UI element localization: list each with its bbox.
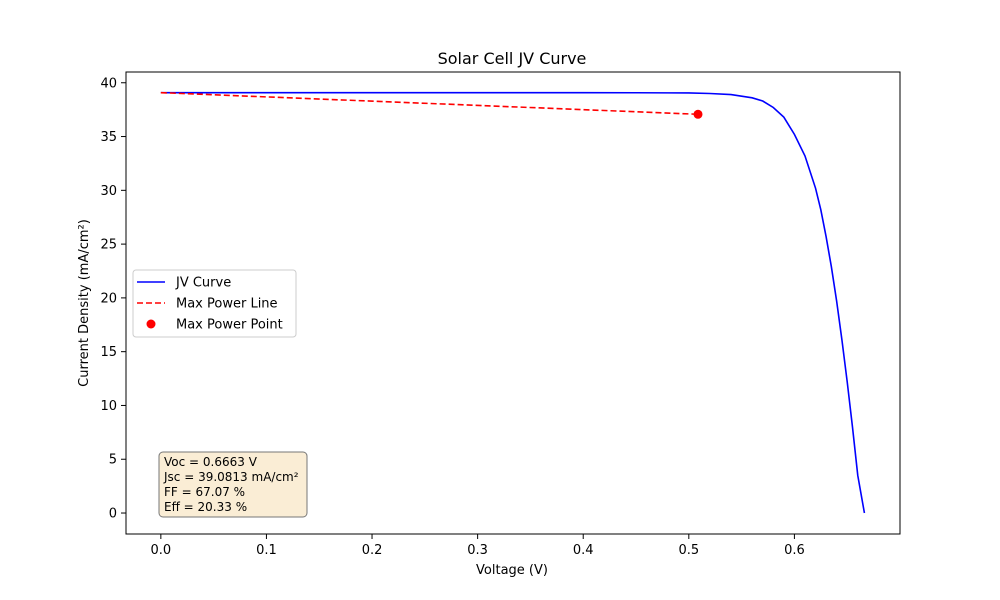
y-tick-label: 30 xyxy=(100,184,117,199)
stats-line: Jsc = 39.0813 mA/cm² xyxy=(163,470,299,484)
y-tick-label: 10 xyxy=(100,399,117,414)
legend: JV Curve Max Power Line Max Power Point xyxy=(132,269,297,338)
x-tick-label: 0.2 xyxy=(362,543,383,558)
stats-line: FF = 67.07 % xyxy=(164,485,245,499)
stats-line: Voc = 0.6663 V xyxy=(164,455,258,469)
y-axis-label: Current Density (mA/cm²) xyxy=(77,219,92,387)
y-axis-ticks: 0 5 10 15 20 25 30 35 40 xyxy=(100,76,126,522)
max-power-point-marker xyxy=(693,109,703,119)
x-tick-label: 0.1 xyxy=(256,543,277,558)
x-axis-ticks: 0.0 0.1 0.2 0.3 0.4 0.5 0.6 xyxy=(151,534,805,558)
y-tick-label: 5 xyxy=(109,453,117,468)
jv-curve-line xyxy=(160,91,866,514)
legend-frame xyxy=(132,269,297,338)
x-tick-label: 0.5 xyxy=(678,543,699,558)
y-tick-label: 35 xyxy=(100,130,117,145)
legend-swatch xyxy=(146,319,156,329)
y-tick-label: 0 xyxy=(109,507,117,522)
stats-line: Eff = 20.33 % xyxy=(164,500,247,514)
plot-area xyxy=(125,71,901,535)
y-tick-label: 20 xyxy=(100,291,117,306)
x-axis-label: Voltage (V) xyxy=(476,563,548,578)
y-tick-label: 40 xyxy=(100,76,117,91)
y-tick-label: 25 xyxy=(100,238,117,253)
legend-label: Max Power Point xyxy=(176,318,283,333)
x-tick-label: 0.6 xyxy=(784,543,805,558)
x-tick-label: 0.4 xyxy=(573,543,594,558)
legend-label: Max Power Line xyxy=(176,297,278,312)
legend-label: JV Curve xyxy=(175,276,231,291)
x-tick-label: 0.0 xyxy=(151,543,172,558)
y-tick-label: 15 xyxy=(100,345,117,360)
stats-box-frame xyxy=(158,451,308,518)
chart-title: Solar Cell JV Curve xyxy=(438,49,587,68)
x-tick-label: 0.3 xyxy=(467,543,488,558)
plot-frame xyxy=(125,71,901,535)
max-power-line xyxy=(160,91,699,116)
